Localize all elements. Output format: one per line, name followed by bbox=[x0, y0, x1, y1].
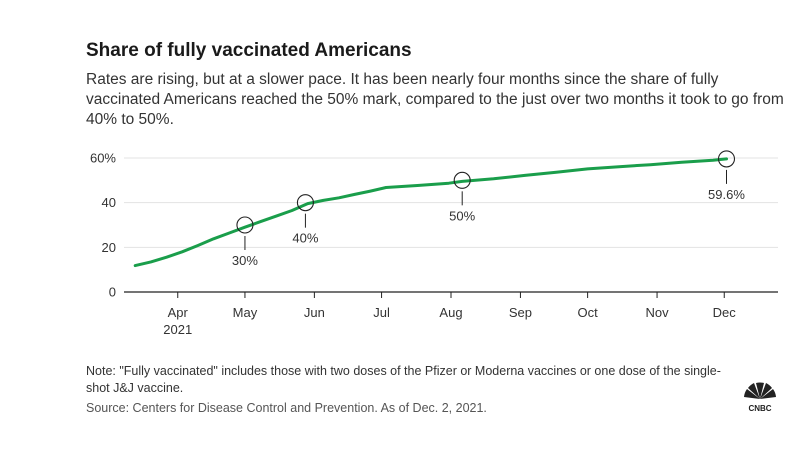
data-point-23 bbox=[586, 168, 589, 170]
data-point-28 bbox=[725, 158, 728, 160]
y-tick-label-3: 60% bbox=[90, 151, 116, 166]
data-point-6 bbox=[228, 232, 231, 234]
data-point-21 bbox=[524, 174, 526, 177]
data-point-0 bbox=[134, 264, 136, 267]
x-tick-label-0: Apr bbox=[168, 305, 189, 320]
annotation-circle-1 bbox=[296, 194, 314, 212]
data-point-13 bbox=[338, 196, 340, 199]
data-point-9 bbox=[275, 215, 278, 217]
y-tick-label-0: 0 bbox=[109, 285, 116, 300]
x-tick-label-8: Dec bbox=[713, 305, 737, 320]
annotation-circle-0 bbox=[236, 216, 254, 234]
data-point-7 bbox=[244, 226, 246, 229]
data-point-3 bbox=[181, 251, 184, 253]
data-point-8 bbox=[259, 220, 262, 223]
chart-note: Note: "Fully vaccinated" includes those … bbox=[86, 364, 721, 395]
x-tick-label-7: Nov bbox=[645, 305, 669, 320]
annotation-circle-3 bbox=[717, 150, 736, 168]
annotation-label-1: 40% bbox=[292, 231, 318, 246]
x-tick-label-6: Oct bbox=[578, 305, 599, 320]
logo-text: CNBC bbox=[748, 404, 771, 413]
x-tick-sublabel-0: 2021 bbox=[163, 322, 192, 337]
data-point-17 bbox=[416, 184, 419, 187]
series-layer bbox=[133, 157, 728, 268]
data-point-27 bbox=[712, 159, 714, 162]
y-tick-label-2: 40 bbox=[102, 195, 116, 210]
annotation-label-0: 30% bbox=[232, 253, 258, 268]
data-point-24 bbox=[618, 165, 620, 168]
data-point-16 bbox=[385, 186, 387, 189]
data-point-18 bbox=[447, 182, 450, 185]
data-point-20 bbox=[492, 177, 495, 180]
data-point-2 bbox=[165, 256, 168, 258]
annotation-label-3: 59.6% bbox=[708, 187, 745, 202]
x-tick-label-5: Sep bbox=[509, 305, 532, 320]
data-point-26 bbox=[680, 161, 683, 164]
x-tick-label-3: Jul bbox=[373, 305, 390, 320]
chart-subtitle: Rates are rising, but at a slower pace. … bbox=[86, 71, 784, 128]
gridlines bbox=[124, 157, 778, 248]
data-point-25 bbox=[649, 163, 652, 166]
data-point-5 bbox=[212, 238, 215, 240]
annotations: 30% 40% 50% 59.6% bbox=[232, 150, 745, 268]
data-point-1 bbox=[150, 261, 152, 263]
series-line-0 bbox=[133, 157, 728, 268]
data-point-10 bbox=[291, 209, 293, 212]
y-tick-label-1: 20 bbox=[102, 240, 116, 255]
data-point-19 bbox=[461, 180, 463, 183]
x-tick-label-2: Jun bbox=[304, 305, 325, 320]
data-point-11 bbox=[306, 202, 309, 205]
data-point-14 bbox=[353, 193, 356, 196]
data-point-12 bbox=[322, 199, 325, 202]
annotation-circle-2 bbox=[453, 171, 471, 189]
data-point-22 bbox=[555, 171, 558, 174]
x-axis: Apr 2021 May Jun Jul Aug Sep Oct Nov Dec bbox=[124, 291, 778, 337]
y-axis-ticks: 0 20 40 60% bbox=[90, 151, 116, 300]
chart-source: Source: Centers for Disease Control and … bbox=[86, 401, 487, 415]
data-point-4 bbox=[197, 244, 199, 247]
x-tick-label-4: Aug bbox=[439, 305, 462, 320]
chart-title: Share of fully vaccinated Americans bbox=[86, 40, 412, 61]
cnbc-logo: CNBC bbox=[744, 382, 776, 413]
annotation-label-2: 50% bbox=[449, 208, 475, 223]
x-tick-label-1: May bbox=[233, 305, 258, 320]
data-point-15 bbox=[369, 190, 372, 192]
